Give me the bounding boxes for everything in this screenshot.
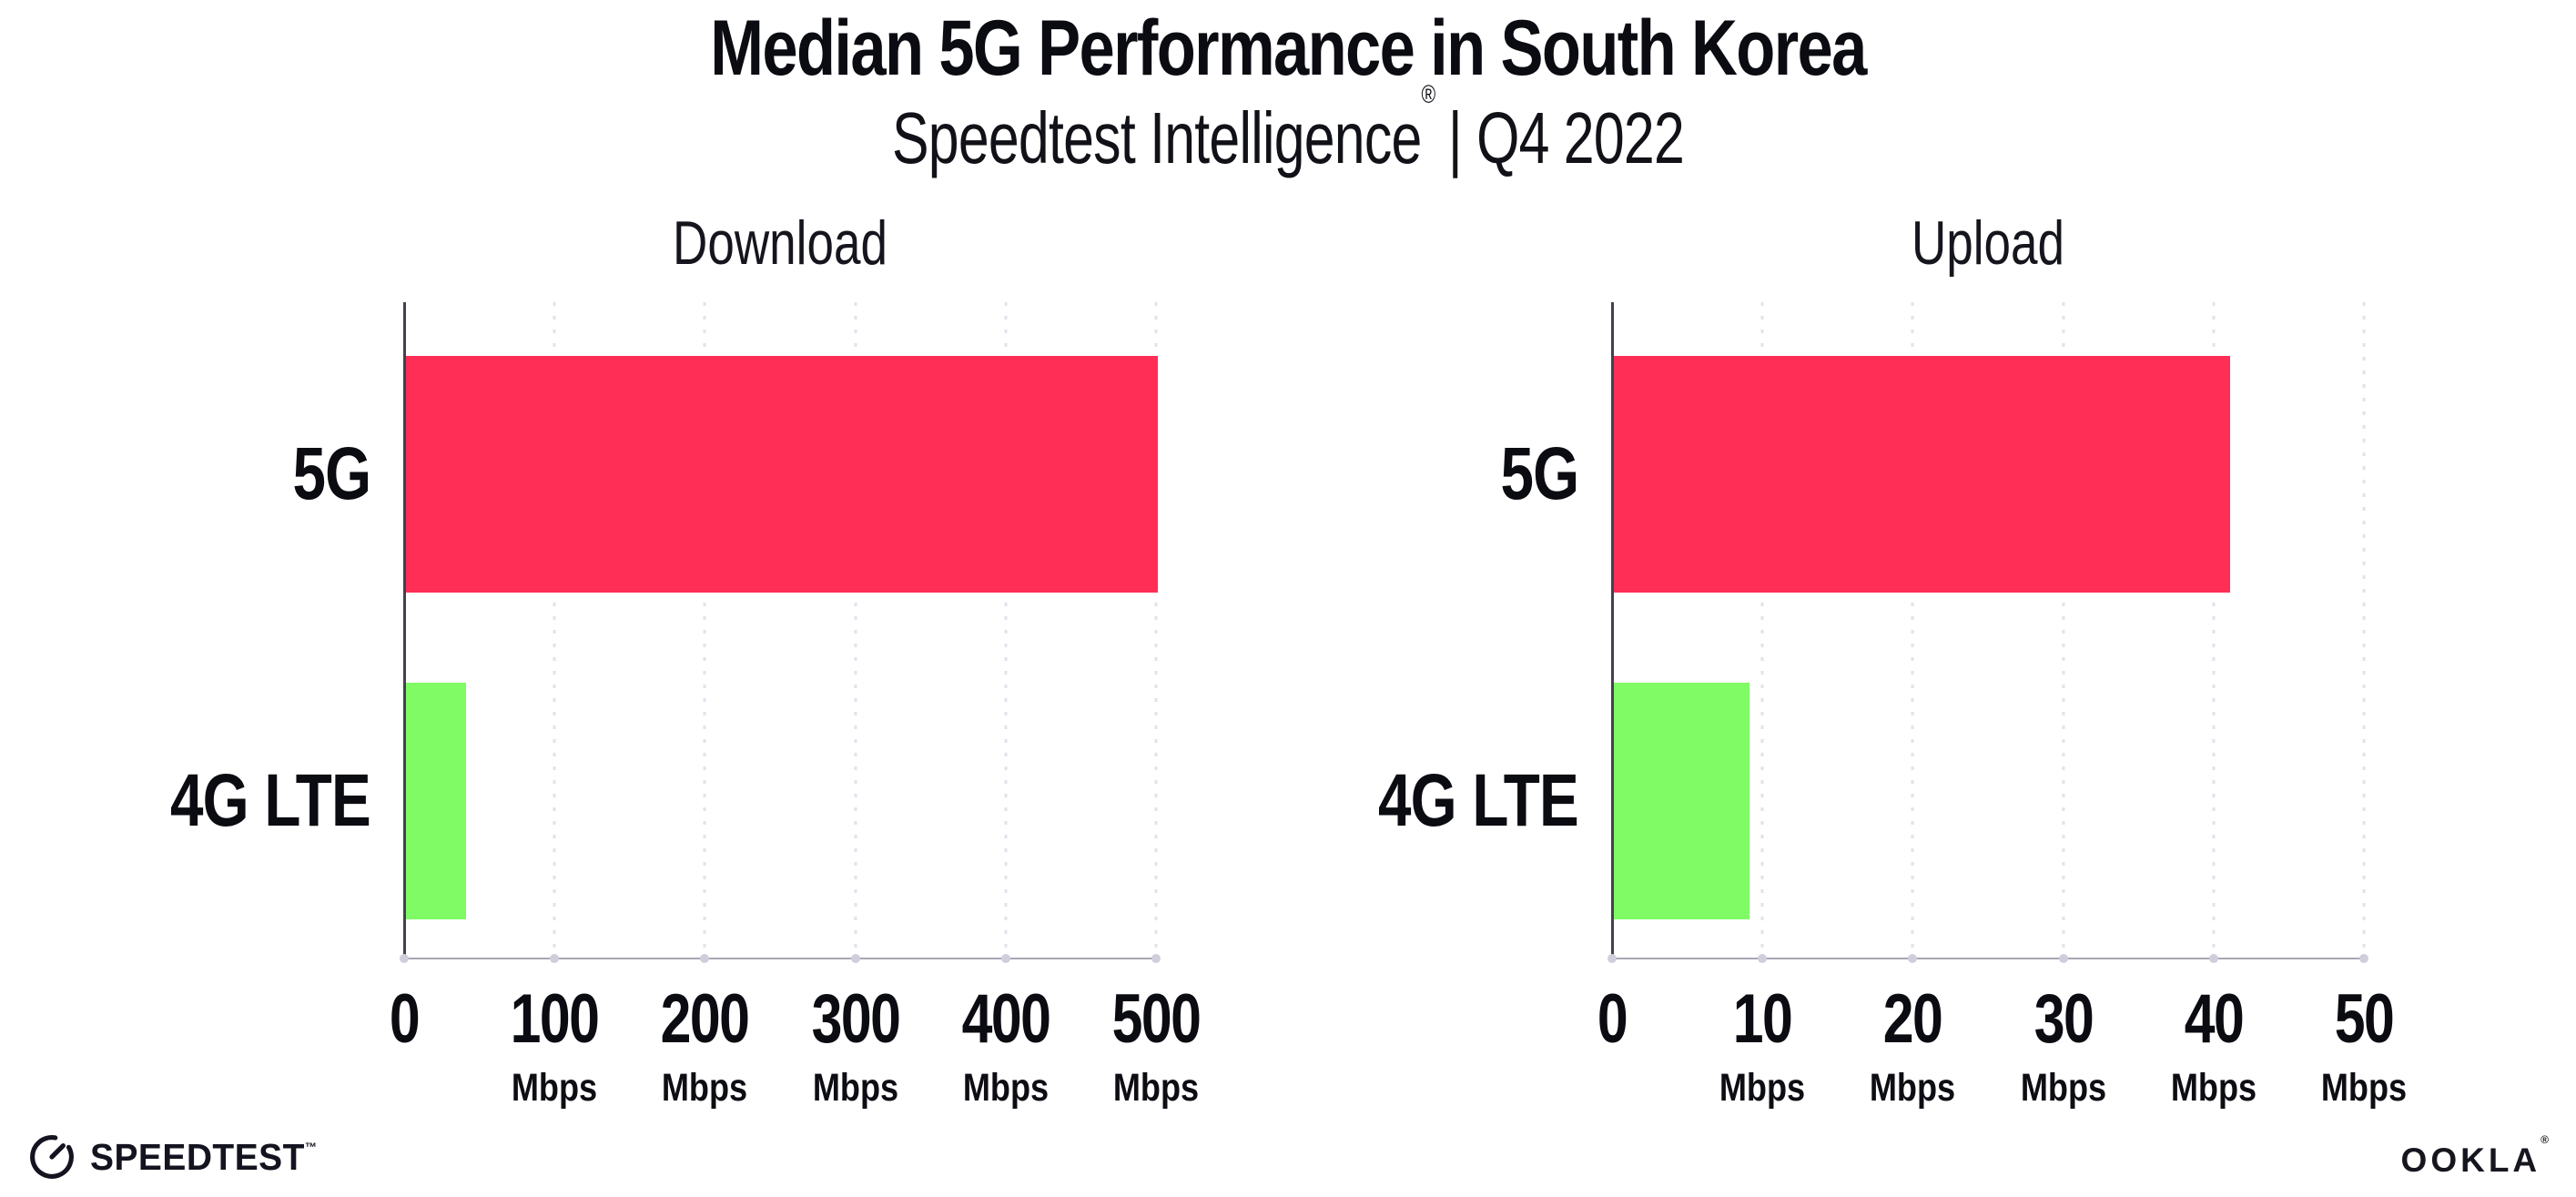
axis-tick-dot [850,954,860,963]
x-tick: 200 Mbps [650,979,760,1111]
axis-tick-dot [2058,954,2068,963]
subtitle-period: | Q4 2022 [1447,97,1685,178]
axis-tick-dot [700,954,710,963]
x-tick: 50 Mbps [2313,979,2415,1111]
gridline [2062,302,2065,958]
panel-title: Download [673,208,887,278]
chart-panel: Download 0 100 Mbps 200 Mbps 300 Mbps 400 Mbps 50… [170,208,1202,1110]
x-axis-line [404,958,1156,959]
gridline [553,302,556,958]
x-tick: 100 Mbps [500,979,610,1111]
x-tick: 300 Mbps [800,979,910,1111]
x-tick: 0 [1594,979,1630,1059]
bar-5g [406,356,1158,593]
axis-tick-dot [400,954,409,963]
axis-tick-dot [1908,954,1918,963]
x-tick: 0 [386,979,422,1059]
axis-tick-dot [2208,954,2218,963]
category-label-4g-lte: 4G LTE [1378,759,1579,842]
gridline [854,302,857,958]
axis-tick-dot [2359,954,2368,963]
bar-4g-lte [1614,683,1749,919]
category-label-5g: 5G [1500,432,1579,515]
x-tick: 40 Mbps [2163,979,2265,1111]
x-tick: 500 Mbps [1101,979,1212,1111]
bar-5g [1614,356,2231,593]
x-tick: 400 Mbps [950,979,1060,1111]
speedtest-wordmark: SPEEDTEST™ [90,1136,318,1179]
plot-area: 0 10 Mbps 20 Mbps 30 Mbps 40 Mbps 50 Mbps 5G 4G LTE [1378,302,2407,1110]
page-title: Median 5G Performance in South Korea [710,5,1867,92]
axis-tick-dot [550,954,560,963]
x-tick-unit: Mbps [2020,1066,2106,1110]
gridline [1911,302,1914,958]
x-tick-label: 20 [1883,980,1943,1058]
bar-4g-lte [406,683,467,919]
speedtest-label: SPEEDTEST [90,1135,305,1178]
axis-tick-dot [1607,954,1617,963]
x-tick: 10 Mbps [1711,979,1813,1111]
plot-area: 0 100 Mbps 200 Mbps 300 Mbps 400 Mbps 500 Mbps 5G 4G… [170,302,1202,1110]
category-label-4g-lte: 4G LTE [170,759,371,842]
x-tick-label: 50 [2334,980,2395,1058]
x-tick-unit: Mbps [662,1066,748,1110]
x-axis-line [1612,958,2364,959]
x-tick-unit: Mbps [812,1066,898,1110]
x-tick-unit: Mbps [1719,1066,1806,1110]
ookla-wordmark: OOKLA [2400,1141,2541,1179]
axis-tick-dot [1151,954,1161,963]
x-tick-label: 0 [1597,980,1628,1058]
subtitle-brand: Speedtest Intelligence [891,97,1422,178]
x-tick: 30 Mbps [2012,979,2114,1111]
gridline [2362,302,2366,958]
trademark-symbol: ™ [304,1139,318,1154]
x-tick-label: 30 [2033,980,2094,1058]
x-tick-unit: Mbps [1112,1066,1200,1110]
panel-title: Upload [1911,208,2065,278]
x-tick-label: 40 [2184,980,2245,1058]
x-tick-label: 0 [389,980,421,1058]
x-tick-label: 100 [510,980,600,1058]
gridline [1154,302,1158,958]
axis-tick-dot [1000,954,1010,963]
gridline [1004,302,1008,958]
gridline [703,302,706,958]
x-tick-label: 300 [811,980,900,1058]
gridline [2212,302,2216,958]
x-tick-unit: Mbps [512,1066,598,1110]
x-tick-label: 200 [661,980,750,1058]
y-axis-line [403,302,406,959]
x-tick-label: 10 [1732,980,1793,1058]
x-tick-unit: Mbps [962,1066,1049,1110]
x-tick-label: 500 [1111,980,1202,1058]
x-tick-label: 400 [961,980,1050,1058]
category-label-5g: 5G [292,432,371,515]
x-tick-unit: Mbps [2170,1066,2257,1110]
page-subtitle: Speedtest Intelligence® | Q4 2022 [891,80,1685,180]
x-tick-unit: Mbps [1870,1066,1956,1110]
registered-symbol: ® [2541,1132,2549,1146]
y-axis-line [1611,302,1614,959]
x-tick-unit: Mbps [2320,1066,2408,1110]
gridline [1760,302,1764,958]
registered-mark: ® [1421,80,1436,109]
chart-panel: Upload 0 10 Mbps 20 Mbps 30 Mbps 40 Mbps 50 Mbps 5G… [1378,208,2407,1110]
x-tick: 20 Mbps [1861,979,1963,1111]
ookla-logo: OOKLA® [2400,1133,2549,1180]
speedtest-gauge-icon [30,1135,74,1179]
axis-tick-dot [1758,954,1768,963]
speedtest-logo: SPEEDTEST™ [27,1132,330,1182]
